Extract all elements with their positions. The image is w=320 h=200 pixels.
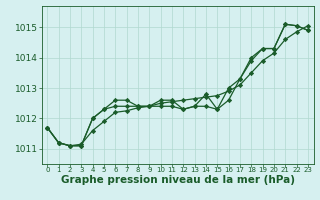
X-axis label: Graphe pression niveau de la mer (hPa): Graphe pression niveau de la mer (hPa) xyxy=(60,175,295,185)
